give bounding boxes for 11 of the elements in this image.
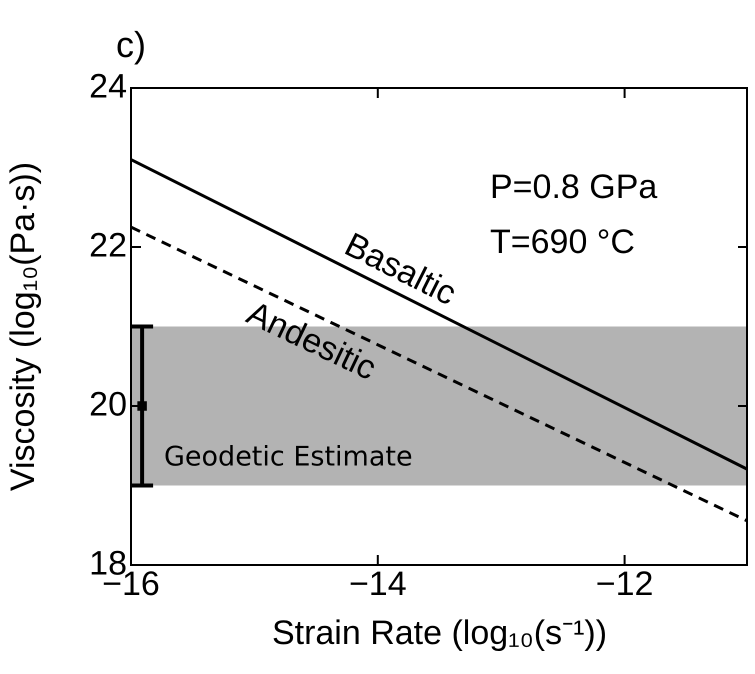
annotation: T=690 °C [490,223,635,261]
y-axis-title: Viscosity (log₁₀(Pa·s)) [4,162,42,492]
y-tick-label: 22 [89,226,127,264]
annotation: P=0.8 GPa [490,168,658,206]
x-tick-label: −14 [348,564,407,603]
y-tick-label: 24 [89,67,127,106]
x-axis-title: Strain Rate (log₁₀(s⁻¹)) [272,614,608,652]
chart-title: c) [116,24,146,65]
x-tick-label: −12 [596,564,654,603]
band-label: Geodetic Estimate [164,442,413,472]
y-tick-label: 20 [89,385,127,424]
